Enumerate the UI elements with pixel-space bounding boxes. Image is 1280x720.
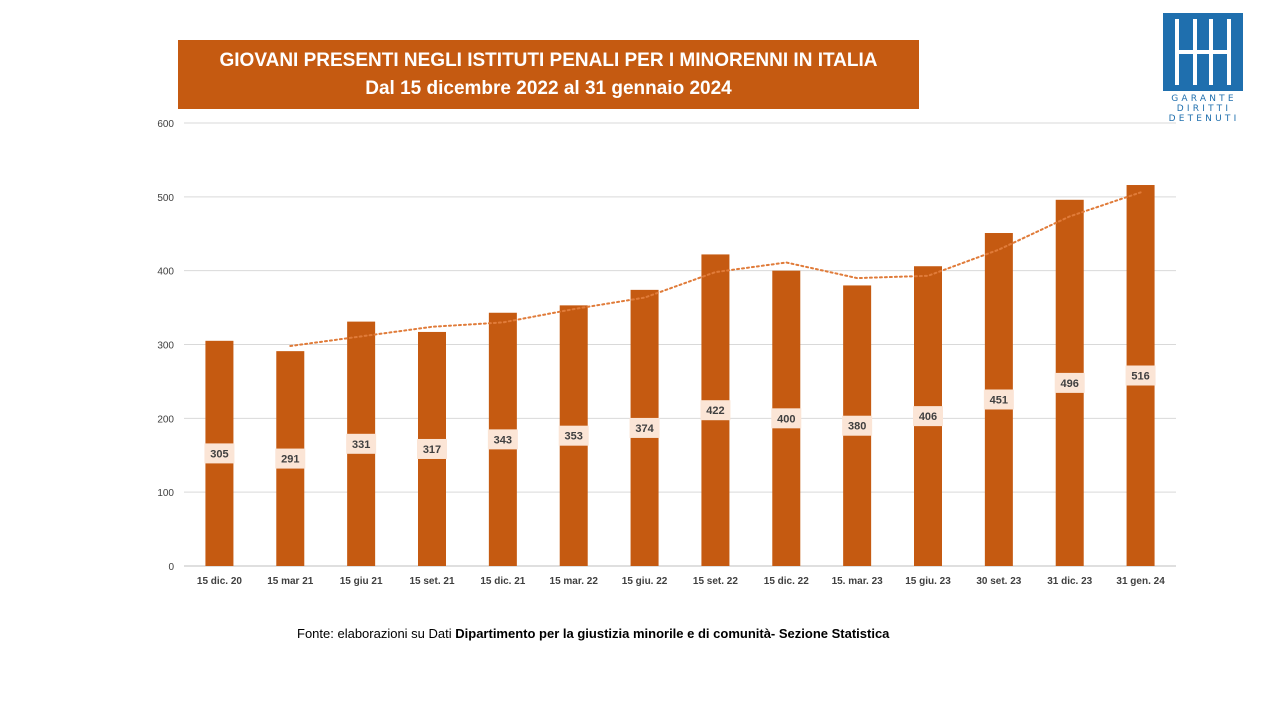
- data-label-box: [771, 408, 802, 429]
- x-tick-label: 15 set. 21: [409, 576, 454, 587]
- data-label: 305: [210, 448, 228, 460]
- data-label: 406: [919, 411, 937, 423]
- data-label-box: [983, 389, 1014, 410]
- y-tick-label: 400: [157, 267, 174, 278]
- source-bold: Dipartimento per la giustizia minorile e…: [455, 626, 890, 641]
- data-label-box: [558, 425, 589, 446]
- data-label-box: [629, 417, 660, 438]
- y-tick-label: 600: [157, 119, 174, 130]
- y-tick-label: 0: [168, 562, 174, 573]
- logo-text-2: DIRITTI: [1176, 104, 1232, 114]
- x-tick-label: 15 giu 21: [340, 576, 383, 587]
- x-tick-label: 15 mar. 22: [550, 576, 599, 587]
- data-label: 331: [352, 439, 370, 451]
- data-label-box: [1054, 372, 1085, 393]
- data-label: 400: [777, 413, 795, 425]
- x-tick-label: 15 giu. 23: [905, 576, 951, 587]
- x-tick-label: 31 gen. 24: [1116, 576, 1165, 587]
- x-tick-label: 15 mar 21: [267, 576, 314, 587]
- data-label-box: [913, 406, 943, 427]
- data-label-box: [700, 400, 731, 421]
- logo-text-1: GARANTE: [1171, 94, 1237, 104]
- data-label-box: [417, 438, 447, 459]
- data-label-box: [204, 443, 235, 464]
- data-label-box: [842, 415, 873, 436]
- chart-subtitle: Dal 15 dicembre 2022 al 31 gennaio 2024: [365, 78, 732, 99]
- data-label: 291: [281, 454, 299, 466]
- data-label: 317: [423, 444, 441, 456]
- data-label-box: [1125, 365, 1156, 386]
- source-prefix: Fonte: elaborazioni su Dati: [297, 626, 456, 641]
- x-tick-label: 15 set. 22: [693, 576, 738, 587]
- data-label-box: [275, 448, 306, 469]
- data-label: 496: [1061, 378, 1079, 390]
- x-tick-label: 31 dic. 23: [1047, 576, 1092, 587]
- x-tick-label: 15 dic. 20: [197, 576, 242, 587]
- data-label: 516: [1131, 371, 1149, 383]
- data-label: 451: [990, 395, 1008, 407]
- x-tick-label: 30 set. 23: [976, 576, 1021, 587]
- trendline: [289, 191, 1142, 347]
- data-label: 374: [635, 423, 654, 435]
- x-tick-label: 15. mar. 23: [832, 576, 884, 587]
- data-label-box: [487, 429, 518, 450]
- y-tick-label: 100: [157, 488, 174, 499]
- x-tick-label: 15 dic. 22: [764, 576, 809, 587]
- data-label: 422: [706, 405, 724, 417]
- y-tick-label: 300: [157, 341, 174, 352]
- data-label: 343: [494, 434, 512, 446]
- y-tick-label: 200: [157, 414, 174, 425]
- chart-title-box: GIOVANI PRESENTI NEGLI ISTITUTI PENALI P…: [178, 40, 919, 109]
- data-label: 353: [565, 431, 583, 443]
- y-tick-label: 500: [157, 193, 174, 204]
- chart-title: GIOVANI PRESENTI NEGLI ISTITUTI PENALI P…: [219, 50, 878, 71]
- logo-text-3: DETENUTI: [1168, 114, 1240, 124]
- garante-logo: GARANTE DIRITTI DETENUTI: [1163, 13, 1245, 124]
- x-tick-label: 15 giu. 22: [622, 576, 668, 587]
- data-label-box: [346, 433, 377, 454]
- prison-bars-icon: [1163, 13, 1243, 91]
- x-tick-label: 15 dic. 21: [480, 576, 525, 587]
- data-label: 380: [848, 421, 866, 433]
- source-note: Fonte: elaborazioni su Dati Dipartimento…: [297, 626, 889, 641]
